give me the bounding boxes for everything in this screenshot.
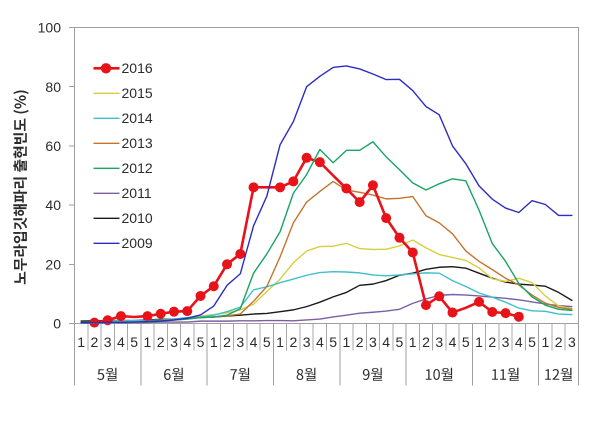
svg-text:4: 4 [515, 334, 523, 350]
svg-text:2016: 2016 [122, 60, 153, 76]
svg-text:3: 3 [502, 334, 510, 350]
svg-text:4: 4 [316, 334, 324, 350]
svg-text:5: 5 [528, 334, 536, 350]
svg-text:40: 40 [45, 197, 61, 213]
svg-text:2: 2 [157, 334, 165, 350]
svg-text:1: 1 [342, 334, 350, 350]
svg-text:5: 5 [130, 334, 138, 350]
svg-text:2: 2 [223, 334, 231, 350]
svg-text:5: 5 [197, 334, 205, 350]
svg-text:2: 2 [555, 334, 563, 350]
svg-text:60: 60 [45, 138, 61, 154]
svg-text:5: 5 [329, 334, 337, 350]
svg-text:1: 1 [475, 334, 483, 350]
svg-text:1: 1 [276, 334, 284, 350]
svg-text:2: 2 [90, 334, 98, 350]
svg-text:2010: 2010 [122, 210, 153, 226]
svg-text:4: 4 [183, 334, 191, 350]
svg-text:2: 2 [356, 334, 364, 350]
svg-text:2: 2 [488, 334, 496, 350]
svg-text:3: 3 [236, 334, 244, 350]
svg-text:1: 1 [409, 334, 417, 350]
svg-text:3: 3 [568, 334, 576, 350]
svg-text:1: 1 [144, 334, 152, 350]
svg-text:0: 0 [53, 316, 61, 332]
svg-text:2011: 2011 [122, 185, 152, 201]
svg-text:1: 1 [77, 334, 85, 350]
svg-text:2012: 2012 [122, 160, 153, 176]
svg-text:3: 3 [435, 334, 443, 350]
svg-text:3: 3 [104, 334, 112, 350]
svg-text:4: 4 [449, 334, 457, 350]
svg-text:4: 4 [250, 334, 258, 350]
svg-text:2015: 2015 [122, 85, 153, 101]
svg-text:3: 3 [303, 334, 311, 350]
svg-text:4: 4 [382, 334, 390, 350]
svg-text:2014: 2014 [122, 110, 153, 126]
svg-text:2013: 2013 [122, 135, 153, 151]
svg-text:3: 3 [170, 334, 178, 350]
svg-text:5: 5 [263, 334, 271, 350]
svg-text:3: 3 [369, 334, 377, 350]
svg-text:100: 100 [38, 20, 62, 36]
svg-text:2009: 2009 [122, 235, 153, 251]
svg-text:4: 4 [117, 334, 125, 350]
svg-text:1: 1 [541, 334, 549, 350]
svg-text:5: 5 [462, 334, 470, 350]
svg-text:5: 5 [396, 334, 404, 350]
svg-text:2: 2 [422, 334, 430, 350]
svg-text:80: 80 [45, 79, 61, 95]
svg-text:20: 20 [45, 256, 61, 272]
svg-text:2: 2 [289, 334, 297, 350]
svg-text:1: 1 [210, 334, 218, 350]
